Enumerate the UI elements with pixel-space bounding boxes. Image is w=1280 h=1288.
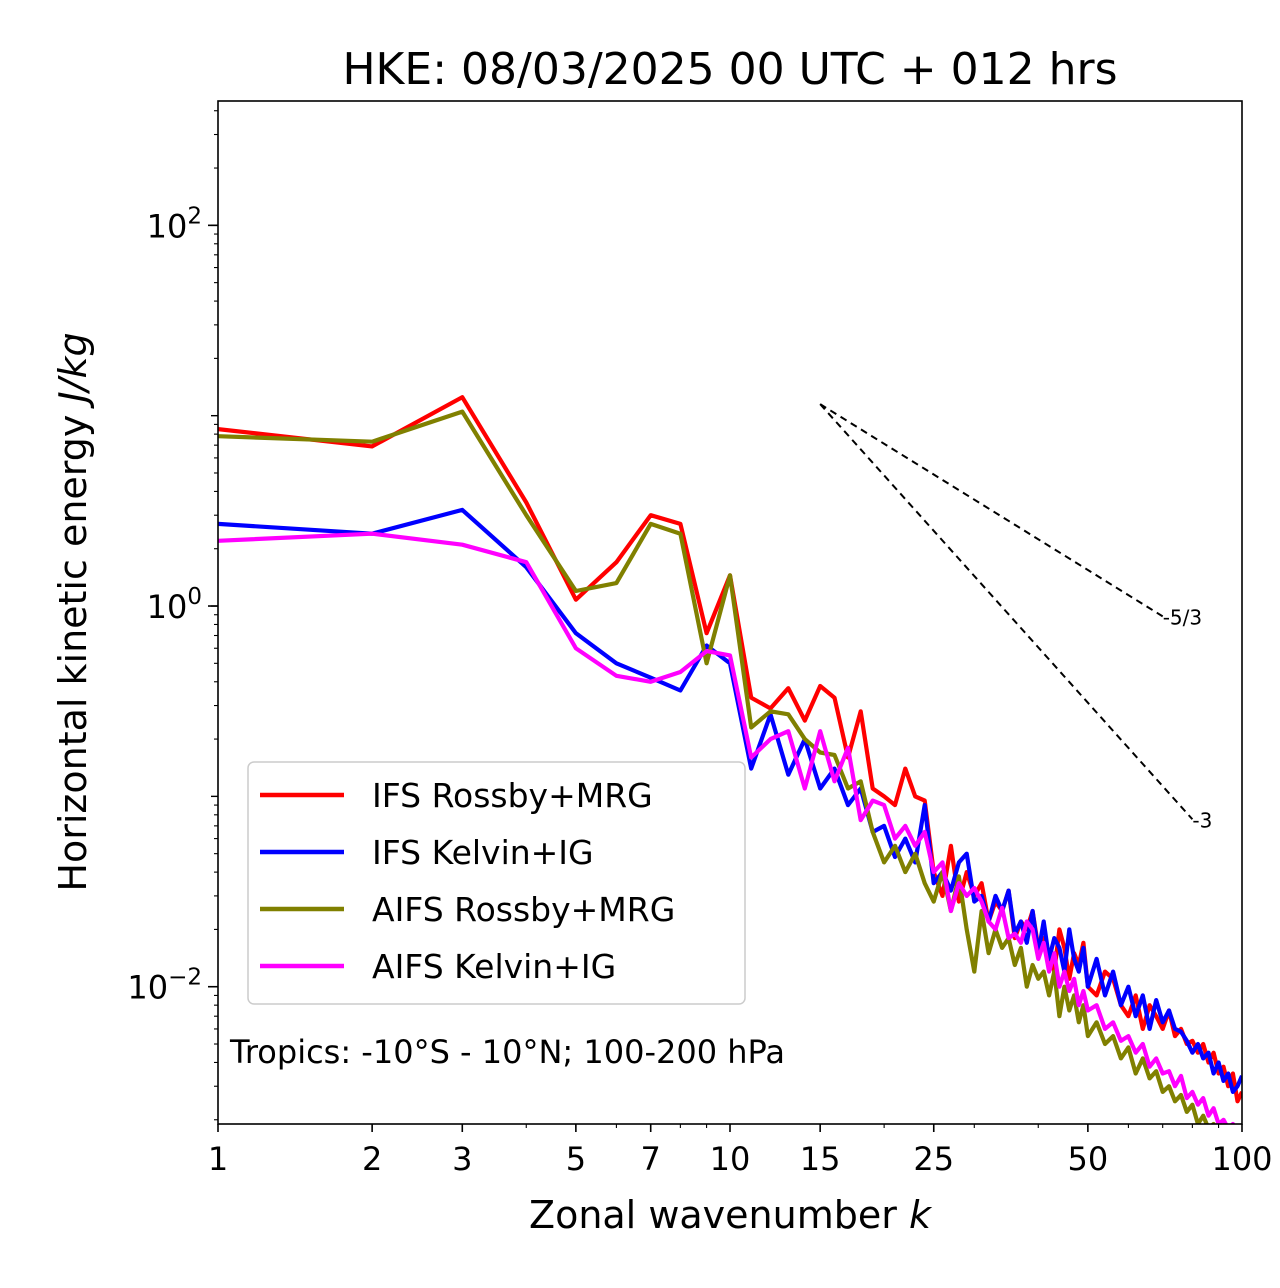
chart-title: HKE: 08/03/2025 00 UTC + 012 hrs (342, 44, 1117, 95)
x-tick-label: 10 (710, 1140, 751, 1178)
slope-line (819, 403, 1194, 820)
y-tick-labels: 10−2 100 102 (127, 203, 202, 1006)
y-tick-label: 100 (147, 584, 202, 626)
x-tick-label: 5 (566, 1140, 586, 1178)
plot-frame (217, 100, 1243, 1125)
y-tick-label: 10−2 (127, 965, 202, 1007)
x-tick-label: 25 (913, 1140, 954, 1178)
x-axis-label-var: k (909, 1193, 933, 1237)
x-tick-label: 50 (1068, 1140, 1109, 1178)
slope-label: -3 (1192, 808, 1212, 832)
legend-label-aifs-kelvin-ig: AIFS Kelvin+IG (372, 947, 616, 986)
legend-label-aifs-rossby-mrg: AIFS Rossby+MRG (372, 890, 675, 929)
y-axis-label-text: Horizontal kinetic energy (51, 415, 95, 892)
series-line-ifs-kelvin-ig (218, 507, 1242, 1095)
x-tick-label: 15 (800, 1140, 841, 1178)
y-tick-label: 102 (147, 203, 202, 245)
x-tick-label: 7 (641, 1140, 661, 1178)
x-tick-label: 100 (1211, 1140, 1272, 1178)
x-axis-label-text: Zonal wavenumber (529, 1193, 897, 1237)
slope-reference-lines: -5/3 -3 (819, 403, 1212, 832)
y-axis-label-unit: J/kg (51, 332, 95, 409)
series-line-aifs-rossby-mrg (218, 409, 1216, 1124)
series-lines (218, 395, 1242, 1124)
region-annotation: Tropics: -10°S - 10°N; 100-200 hPa (229, 1033, 785, 1071)
x-axis-label: Zonal wavenumber k (529, 1193, 933, 1237)
legend-box (247, 761, 746, 1005)
legend-label-ifs-rossby-mrg: IFS Rossby+MRG (372, 776, 653, 815)
major-ticks (208, 224, 1243, 1132)
legend-label-ifs-kelvin-ig: IFS Kelvin+IG (372, 833, 594, 872)
x-tick-label: 1 (208, 1140, 228, 1178)
x-tick-label: 3 (452, 1140, 472, 1178)
y-axis-label: Horizontal kinetic energy J/kg (51, 332, 95, 891)
slope-label: -5/3 (1163, 605, 1202, 629)
series-line-aifs-kelvin-ig (218, 531, 1236, 1124)
x-tick-labels: 1 2 3 5 7 10 15 25 50 100 (208, 1140, 1273, 1178)
legend: IFS Rossby+MRG IFS Kelvin+IG AIFS Rossby… (247, 761, 746, 1005)
x-tick-label: 2 (362, 1140, 382, 1178)
